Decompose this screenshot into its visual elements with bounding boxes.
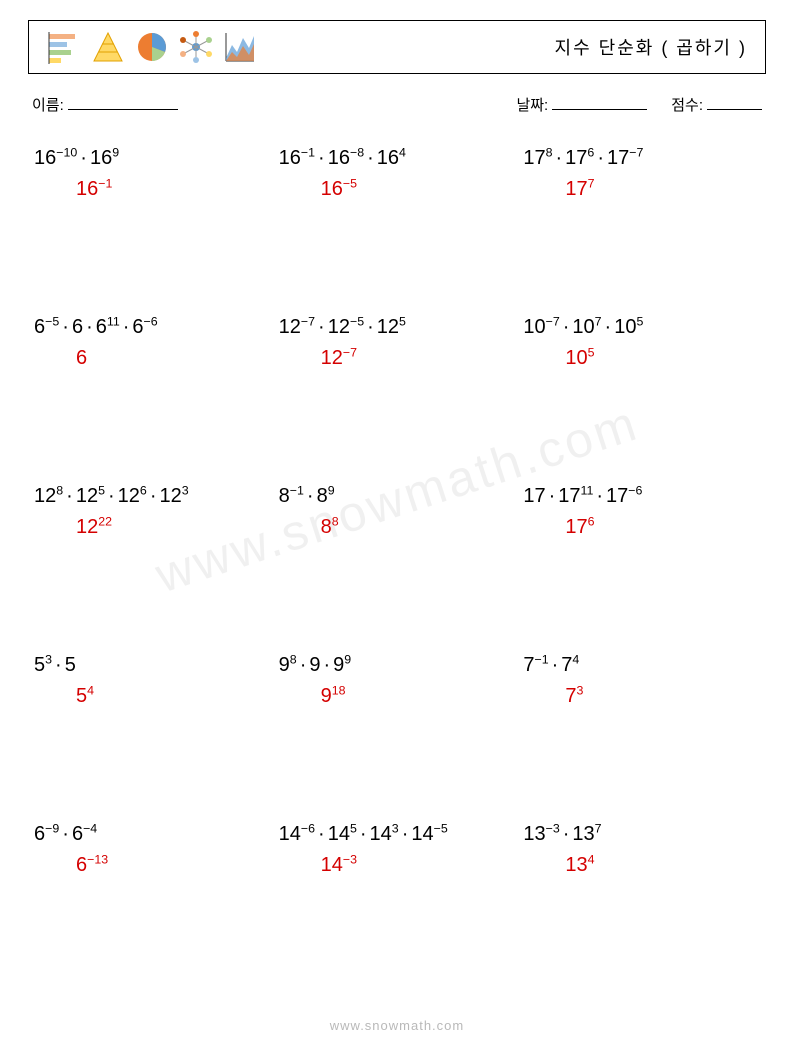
problem-cell: 7−1·74 73 (519, 645, 764, 814)
score-blank[interactable] (707, 109, 762, 110)
problem-cell: 8−1·89 88 (275, 476, 520, 645)
problem-answer: 6 (34, 347, 271, 370)
problem-expression: 14−6·145·143·14−5 (279, 820, 516, 848)
meta-row: 이름: 날짜: 점수: (32, 94, 762, 115)
name-field: 이름: (32, 94, 178, 115)
problem-expression: 8−1·89 (279, 482, 516, 510)
triangle-icon (91, 30, 125, 64)
problem-answer: 12−7 (279, 347, 516, 370)
problem-answer: 177 (523, 178, 760, 201)
problem-answer: 1222 (34, 516, 271, 539)
problem-answer: 918 (279, 685, 516, 708)
footer-text: www.snowmath.com (0, 1018, 794, 1033)
problem-cell: 12−7·12−5·125 12−7 (275, 307, 520, 476)
header-icons (47, 30, 257, 64)
problem-answer: 73 (523, 685, 760, 708)
problem-answer: 14−3 (279, 854, 516, 877)
problem-cell: 13−3·137 134 (519, 814, 764, 983)
problem-cell: 6−5·6·611·6−6 6 (30, 307, 275, 476)
header-bar: 지수 단순화 ( 곱하기 ) (28, 20, 766, 74)
problem-expression: 16−1·16−8·164 (279, 144, 516, 172)
problem-expression: 16−10·169 (34, 144, 271, 172)
problem-cell: 16−1·16−8·164 16−5 (275, 138, 520, 307)
problem-answer: 54 (34, 685, 271, 708)
problem-answer: 134 (523, 854, 760, 877)
problem-expression: 10−7·107·105 (523, 313, 760, 341)
worksheet-page: 지수 단순화 ( 곱하기 ) 이름: 날짜: 점수: www.snowmath.… (0, 0, 794, 1053)
problem-expression: 13−3·137 (523, 820, 760, 848)
problem-expression: 17·1711·17−6 (523, 482, 760, 510)
problem-cell: 178·176·17−7 177 (519, 138, 764, 307)
problem-expression: 6−5·6·611·6−6 (34, 313, 271, 341)
problem-expression: 128·125·126·123 (34, 482, 271, 510)
problem-expression: 98·9·99 (279, 651, 516, 679)
area-chart-icon (223, 30, 257, 64)
problem-expression: 7−1·74 (523, 651, 760, 679)
date-label: 날짜: (516, 94, 548, 115)
name-label: 이름: (32, 94, 64, 115)
date-blank[interactable] (552, 109, 647, 110)
problem-answer: 105 (523, 347, 760, 370)
problem-cell: 6−9·6−4 6−13 (30, 814, 275, 983)
problem-answer: 6−13 (34, 854, 271, 877)
problem-expression: 53·5 (34, 651, 271, 679)
problem-answer: 88 (279, 516, 516, 539)
bar-chart-icon (47, 30, 81, 64)
problem-cell: 14−6·145·143·14−5 14−3 (275, 814, 520, 983)
problem-cell: 53·5 54 (30, 645, 275, 814)
problem-answer: 16−1 (34, 178, 271, 201)
problems-grid: 16−10·16916−116−1·16−8·16416−5178·176·17… (30, 138, 764, 983)
problem-answer: 176 (523, 516, 760, 539)
problem-answer: 16−5 (279, 178, 516, 201)
problem-expression: 178·176·17−7 (523, 144, 760, 172)
problem-cell: 128·125·126·123 1222 (30, 476, 275, 645)
problem-cell: 98·9·99 918 (275, 645, 520, 814)
problem-expression: 6−9·6−4 (34, 820, 271, 848)
page-title: 지수 단순화 ( 곱하기 ) (555, 34, 747, 60)
problem-cell: 17·1711·17−6 176 (519, 476, 764, 645)
name-blank[interactable] (68, 109, 178, 110)
score-label: 점수: (671, 94, 703, 115)
pie-chart-icon (135, 30, 169, 64)
problem-expression: 12−7·12−5·125 (279, 313, 516, 341)
problem-cell: 10−7·107·105 105 (519, 307, 764, 476)
network-icon (179, 30, 213, 64)
date-score-fields: 날짜: 점수: (516, 94, 762, 115)
problem-cell: 16−10·169 16−1 (30, 138, 275, 307)
